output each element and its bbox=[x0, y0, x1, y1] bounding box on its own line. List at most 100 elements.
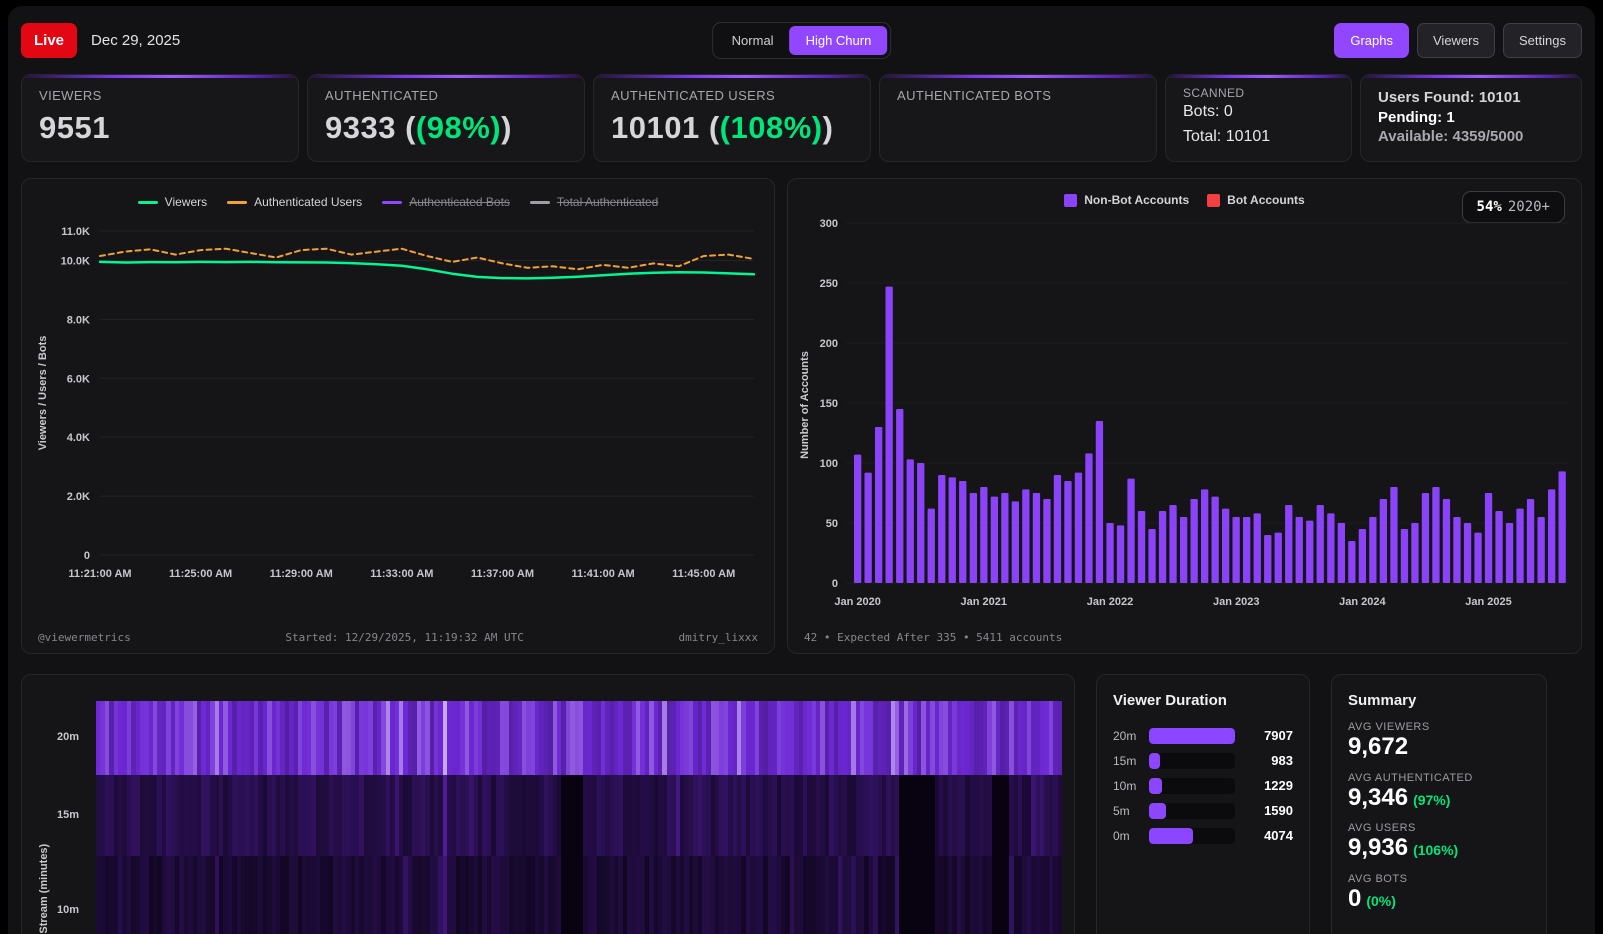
legend-swatch bbox=[1207, 193, 1221, 207]
svg-text:6.0K: 6.0K bbox=[67, 373, 90, 385]
mode-normal-button[interactable]: Normal bbox=[716, 26, 790, 55]
duration-bar-fill bbox=[1149, 777, 1163, 794]
settings-tab-button[interactable]: Settings bbox=[1503, 22, 1582, 58]
viewers-tab-button[interactable]: Viewers bbox=[1417, 22, 1496, 58]
summary-item-pct: (0%) bbox=[1366, 892, 1396, 909]
heatmap-row-label-15m: 15m bbox=[56, 808, 79, 821]
duration-value: 1229 bbox=[1264, 778, 1293, 793]
legend-item-authenticated-users[interactable]: Authenticated Users bbox=[227, 195, 362, 209]
svg-text:Jan 2020: Jan 2020 bbox=[834, 596, 880, 608]
stat-cards-row: VIEWERS 9551 AUTHENTICATED 9333 ((98%)) … bbox=[21, 74, 1582, 162]
duration-bar-track bbox=[1149, 802, 1235, 819]
svg-text:0: 0 bbox=[84, 550, 90, 562]
svg-text:0: 0 bbox=[832, 578, 838, 590]
duration-label: 5m bbox=[1113, 803, 1130, 818]
legend-swatch bbox=[137, 200, 158, 204]
duration-row-0m: 0m 4074 bbox=[1113, 823, 1293, 848]
available-line: Available: 4359/5000 bbox=[1378, 128, 1524, 145]
legend-item-bot-accounts[interactable]: Bot Accounts bbox=[1207, 193, 1305, 207]
svg-text:150: 150 bbox=[820, 398, 838, 410]
svg-text:Viewers / Users / Bots: Viewers / Users / Bots bbox=[37, 336, 49, 451]
summary-item-label: AVG VIEWERS bbox=[1348, 721, 1430, 733]
legend-swatch bbox=[1064, 193, 1078, 207]
svg-text:Jan 2024: Jan 2024 bbox=[1339, 596, 1386, 608]
svg-text:Number of Accounts: Number of Accounts bbox=[799, 351, 811, 459]
summary-item-avg-authenticated: AVG AUTHENTICATED 9,346 (97%) bbox=[1348, 772, 1530, 812]
authenticated-users-number: 10101 bbox=[611, 110, 700, 145]
authenticated-card: AUTHENTICATED 9333 ((98%)) bbox=[307, 74, 585, 162]
legend-item-authenticated-bots[interactable]: Authenticated Bots bbox=[382, 195, 510, 209]
svg-text:11:45:00 AM: 11:45:00 AM bbox=[672, 568, 735, 580]
svg-text:11:33:00 AM: 11:33:00 AM bbox=[370, 568, 433, 580]
duration-value: 983 bbox=[1271, 753, 1293, 768]
legend-label: Total Authenticated bbox=[556, 195, 659, 209]
duration-label: 15m bbox=[1113, 753, 1137, 768]
bottom-row: Time in Stream (minutes) 20m 15m 10m Viewe… bbox=[21, 674, 1582, 934]
svg-text:Jan 2021: Jan 2021 bbox=[961, 596, 1007, 608]
footer-handle: @viewermetrics bbox=[38, 631, 131, 644]
authenticated-pct: (98%) bbox=[415, 110, 502, 145]
svg-text:10.0K: 10.0K bbox=[61, 255, 90, 267]
footer-started: Started: 12/29/2025, 11:19:32 AM UTC bbox=[285, 631, 524, 644]
legend-label: Authenticated Bots bbox=[409, 195, 510, 209]
svg-text:11:25:00 AM: 11:25:00 AM bbox=[169, 568, 232, 580]
heatmap-row-label-10m: 10m bbox=[56, 904, 79, 916]
duration-bar-track bbox=[1149, 777, 1235, 794]
summary-item-label: AVG USERS bbox=[1348, 822, 1416, 835]
svg-text:11:29:00 AM: 11:29:00 AM bbox=[270, 568, 333, 580]
top-bar-left: Live Dec 29, 2025 bbox=[21, 22, 180, 58]
duration-bar-track bbox=[1149, 727, 1235, 744]
summary-item-value: 0 bbox=[1348, 884, 1362, 912]
footer-channel: dmitry_lixxx bbox=[678, 631, 758, 644]
legend-item-non-bot-accounts[interactable]: Non-Bot Accounts bbox=[1064, 193, 1189, 207]
legend-swatch bbox=[382, 200, 403, 204]
dashboard: Live Dec 29, 2025 Normal High Churn Grap… bbox=[8, 6, 1595, 934]
nav-buttons: Graphs Viewers Settings bbox=[1334, 22, 1582, 58]
duration-bar-fill bbox=[1149, 727, 1235, 744]
users-found-card: Users Found: 10101 Pending: 1 Available:… bbox=[1360, 74, 1582, 162]
viewers-card: VIEWERS 9551 bbox=[21, 74, 299, 162]
duration-bar-fill bbox=[1149, 802, 1167, 819]
legend-label: Non-Bot Accounts bbox=[1084, 193, 1190, 207]
bar-chart-legend: Non-Bot Accounts Bot Accounts bbox=[788, 193, 1581, 207]
duration-row-10m: 10m 1229 bbox=[1113, 773, 1293, 798]
heatmap-band-15m bbox=[96, 775, 1062, 856]
legend-item-total-authenticated[interactable]: Total Authenticated bbox=[529, 195, 659, 209]
badge-percent: 54% bbox=[1476, 199, 1502, 215]
svg-text:11:41:00 AM: 11:41:00 AM bbox=[571, 568, 634, 580]
svg-text:11:37:00 AM: 11:37:00 AM bbox=[471, 568, 534, 580]
viewer-duration-title: Viewer Duration bbox=[1113, 692, 1227, 709]
heatmap-band-20m bbox=[96, 701, 1062, 775]
svg-text:8.0K: 8.0K bbox=[67, 314, 90, 326]
time-in-stream-heatmap-panel: Time in Stream (minutes) 20m 15m 10m bbox=[21, 674, 1075, 934]
duration-value: 4074 bbox=[1264, 828, 1293, 843]
authenticated-users-pct: (108%) bbox=[719, 110, 823, 145]
svg-text:250: 250 bbox=[820, 278, 838, 290]
scanned-card: SCANNED Bots: 0 Total: 10101 bbox=[1165, 74, 1352, 162]
authenticated-users-card-value: 10101 ((108%)) bbox=[611, 110, 834, 145]
accounts-bar-chart-panel: Non-Bot Accounts Bot Accounts 54% 2020+ 0 5… bbox=[787, 178, 1582, 654]
pending-line: Pending: 1 bbox=[1378, 108, 1455, 126]
viewers-line-chart: 0 2.0K 4.0K 6.0K 8.0K 10.0K 11.0K 11:21:00 AM 11… bbox=[37, 226, 756, 580]
svg-text:50: 50 bbox=[826, 518, 838, 530]
authenticated-users-card: AUTHENTICATED USERS 10101 ((108%)) bbox=[593, 74, 871, 162]
users-found-line: Users Found: 10101 bbox=[1378, 89, 1521, 106]
duration-label: 10m bbox=[1113, 778, 1137, 793]
summary-item-value: 9,672 bbox=[1348, 733, 1409, 760]
graphs-tab-button[interactable]: Graphs bbox=[1334, 22, 1409, 58]
svg-text:300: 300 bbox=[820, 218, 838, 230]
viewers-line-chart-panel: Viewers Authenticated Users Authenticated … bbox=[21, 178, 775, 654]
line-chart-footer: @viewermetrics Started: 12/29/2025, 11:1… bbox=[38, 631, 758, 644]
mode-high-churn-button[interactable]: High Churn bbox=[789, 25, 888, 55]
bar-chart-footer: 42 • Expected After 335 • 5411 accounts bbox=[804, 631, 1565, 644]
summary-item-pct: (106%) bbox=[1413, 842, 1459, 859]
heatmap-band-10m bbox=[96, 856, 1062, 934]
duration-row-15m: 15m 983 bbox=[1113, 748, 1293, 773]
viewer-duration-panel: Viewer Duration 20m 7907 15m 983 10m 1229 5m 15… bbox=[1096, 674, 1310, 934]
duration-bar-track bbox=[1149, 827, 1235, 844]
legend-item-viewers[interactable]: Viewers bbox=[137, 195, 207, 209]
badge-suffix: 2020+ bbox=[1507, 199, 1550, 215]
duration-value: 1590 bbox=[1264, 803, 1293, 818]
legend-label: Authenticated Users bbox=[254, 195, 363, 209]
duration-row-5m: 5m 1590 bbox=[1113, 798, 1293, 823]
